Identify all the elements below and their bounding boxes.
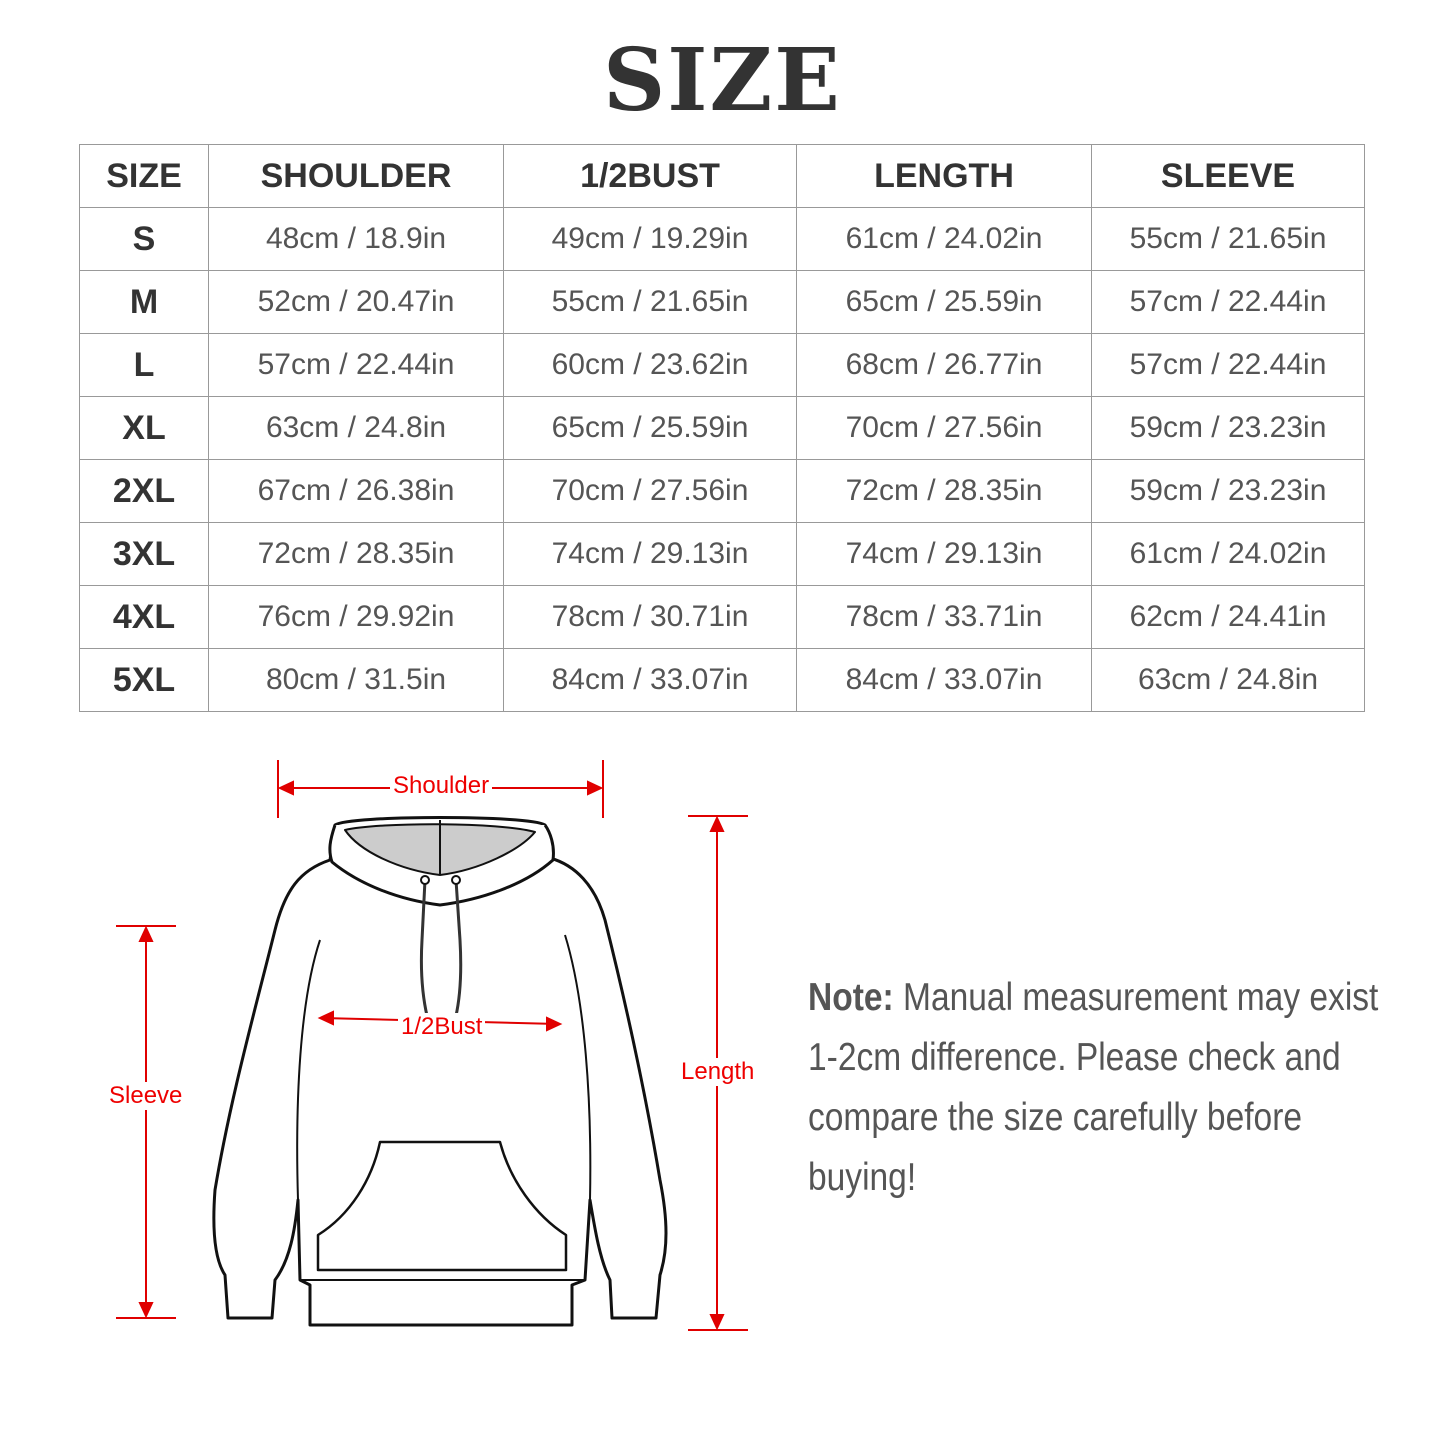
size-cell: XL <box>79 396 209 460</box>
measurement-cell: 63cm / 24.8in <box>208 396 504 460</box>
table-header-row: SIZE SHOULDER 1/2BUST LENGTH SLEEVE <box>79 144 1365 208</box>
measurement-cell: 78cm / 30.71in <box>503 585 797 649</box>
measurement-cell: 72cm / 28.35in <box>208 522 504 586</box>
measurement-cell: 70cm / 27.56in <box>503 459 797 523</box>
table-row: 3XL 72cm / 28.35in 74cm / 29.13in 74cm / 29… <box>79 522 1365 586</box>
sleeve-label: Sleeve <box>106 1082 186 1110</box>
hoodie-diagram <box>116 760 748 1331</box>
measurement-cell: 57cm / 22.44in <box>208 333 504 397</box>
measurement-cell: 48cm / 18.9in <box>208 207 504 271</box>
measurement-cell: 67cm / 26.38in <box>208 459 504 523</box>
size-cell: 2XL <box>79 459 209 523</box>
measurement-cell: 52cm / 20.47in <box>208 270 504 334</box>
measurement-cell: 61cm / 24.02in <box>1091 522 1365 586</box>
bust-label: 1/2Bust <box>398 1013 486 1041</box>
hoodie-outline <box>212 816 668 1327</box>
header-sleeve: SLEEVE <box>1091 144 1365 208</box>
header-length: LENGTH <box>796 144 1092 208</box>
measurement-cell: 84cm / 33.07in <box>503 648 797 712</box>
note-label: Note: <box>808 976 894 1019</box>
table-row: 4XL 76cm / 29.92in 78cm / 30.71in 78cm / 33… <box>79 585 1365 649</box>
page-title: SIZE <box>603 30 842 131</box>
table-row: XL 63cm / 24.8in 65cm / 25.59in 70cm / 27.5… <box>79 396 1365 460</box>
table-row: S 48cm / 18.9in 49cm / 19.29in 61cm / 24.02… <box>79 207 1365 271</box>
measurement-cell: 68cm / 26.77in <box>796 333 1092 397</box>
measurement-cell: 74cm / 29.13in <box>796 522 1092 586</box>
size-cell: S <box>79 207 209 271</box>
measurement-cell: 84cm / 33.07in <box>796 648 1092 712</box>
measurement-cell: 59cm / 23.23in <box>1091 396 1365 460</box>
measurement-cell: 65cm / 25.59in <box>796 270 1092 334</box>
size-cell: M <box>79 270 209 334</box>
size-cell: 3XL <box>79 522 209 586</box>
measurement-cell: 57cm / 22.44in <box>1091 333 1365 397</box>
note: Note: Manual measurement may exist 1-2cm… <box>808 968 1393 1208</box>
measurement-cell: 60cm / 23.62in <box>503 333 797 397</box>
size-table: SIZE SHOULDER 1/2BUST LENGTH SLEEVE S 48c… <box>79 144 1365 712</box>
size-cell: 5XL <box>79 648 209 712</box>
shoulder-label: Shoulder <box>390 772 493 800</box>
measurement-cell: 80cm / 31.5in <box>208 648 504 712</box>
length-label: Length <box>678 1058 758 1086</box>
note-text: Manual measurement may exist 1-2cm diffe… <box>808 976 1379 1199</box>
measurement-cell: 74cm / 29.13in <box>503 522 797 586</box>
measurement-cell: 70cm / 27.56in <box>796 396 1092 460</box>
size-cell: 4XL <box>79 585 209 649</box>
measurement-cell: 59cm / 23.23in <box>1091 459 1365 523</box>
table-row: M 52cm / 20.47in 55cm / 21.65in 65cm / 25.5… <box>79 270 1365 334</box>
table-row: 5XL 80cm / 31.5in 84cm / 33.07in 84cm / 33.… <box>79 648 1365 712</box>
header-size: SIZE <box>79 144 209 208</box>
measurement-cell: 49cm / 19.29in <box>503 207 797 271</box>
table-row: L 57cm / 22.44in 60cm / 23.62in 68cm / 26.7… <box>79 333 1365 397</box>
measurement-cell: 61cm / 24.02in <box>796 207 1092 271</box>
header-shoulder: SHOULDER <box>208 144 504 208</box>
size-cell: L <box>79 333 209 397</box>
measurement-cell: 78cm / 33.71in <box>796 585 1092 649</box>
measurement-cell: 72cm / 28.35in <box>796 459 1092 523</box>
measurement-cell: 76cm / 29.92in <box>208 585 504 649</box>
measurement-cell: 57cm / 22.44in <box>1091 270 1365 334</box>
measurement-cell: 62cm / 24.41in <box>1091 585 1365 649</box>
measurement-cell: 63cm / 24.8in <box>1091 648 1365 712</box>
measurement-cell: 55cm / 21.65in <box>1091 207 1365 271</box>
header-bust: 1/2BUST <box>503 144 797 208</box>
table-row: 2XL 67cm / 26.38in 70cm / 27.56in 72cm / 28… <box>79 459 1365 523</box>
measurement-cell: 55cm / 21.65in <box>503 270 797 334</box>
measurement-cell: 65cm / 25.59in <box>503 396 797 460</box>
